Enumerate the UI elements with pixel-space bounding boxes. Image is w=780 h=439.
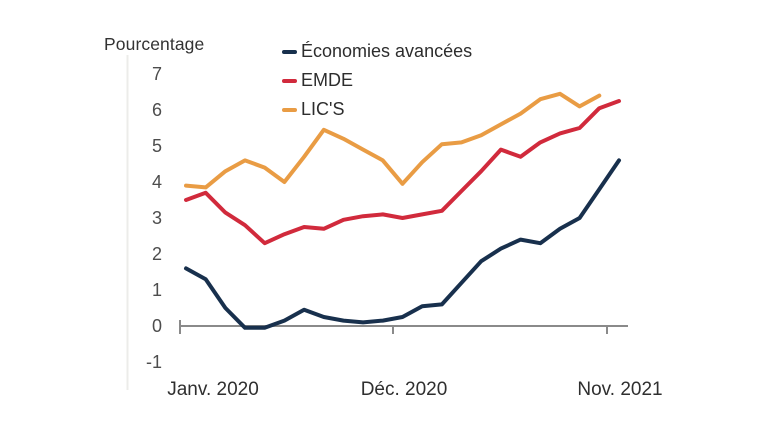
legend-swatch-lic-s	[282, 107, 297, 112]
x-tick-label: Déc. 2020	[360, 379, 448, 400]
y-tick-label: 2	[151, 244, 162, 264]
y-tick-label: 6	[151, 100, 162, 120]
y-tick-label: 1	[151, 280, 162, 300]
legend-item-economies-avancees: Économies avancées	[282, 37, 472, 66]
line-lic-s	[184, 91, 602, 190]
y-axis-title: Pourcentage	[104, 34, 205, 54]
y-tick-label: 3	[151, 208, 162, 228]
legend-swatch-emde	[282, 78, 297, 83]
legend-swatch-economies-avancees	[282, 49, 297, 54]
y-tick-label: 4	[151, 172, 162, 192]
legend-item-emde: EMDE	[282, 66, 472, 95]
x-tick-label: Janv. 2020	[167, 379, 259, 400]
line-economies-avancees	[184, 158, 621, 330]
y-tick-label: 0	[151, 316, 162, 336]
legend: Économies avancées EMDE LIC'S	[282, 37, 472, 124]
legend-label: LIC'S	[301, 99, 345, 119]
legend-label: EMDE	[301, 70, 354, 90]
x-tick-label: Nov. 2021	[577, 379, 663, 400]
y-tick-label: 7	[151, 64, 162, 84]
legend-label: Économies avancées	[301, 41, 473, 61]
line-emde	[184, 99, 621, 246]
y-tick-label: 5	[151, 136, 162, 156]
legend-item-lic-s: LIC'S	[282, 95, 472, 124]
y-tick-label: -1	[145, 352, 162, 372]
